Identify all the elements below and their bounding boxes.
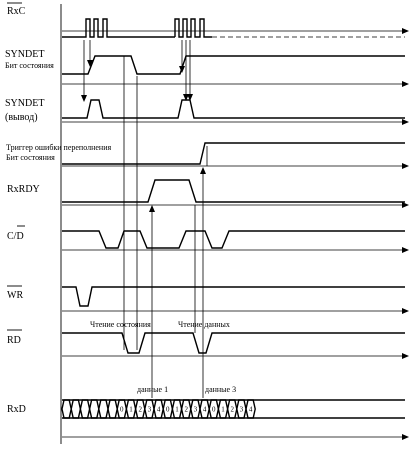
rxd-bit-cell	[79, 399, 91, 419]
cd-label: C/D	[7, 231, 24, 242]
syndet-status-sublabel: Бит состояния	[5, 61, 54, 70]
rd-waveform	[62, 332, 405, 354]
data3-note: данные 3	[205, 385, 236, 394]
rxd-bit-label: 1	[129, 406, 133, 414]
overrun-sublabel: Бит состояния	[6, 153, 55, 162]
wr-label: WR	[7, 290, 23, 301]
rxd-bit-cell	[70, 399, 82, 419]
rxrdy-waveform	[62, 179, 405, 203]
rxd-bit-label: 4	[157, 406, 161, 414]
signal-labels: RxC SYNDET Бит состояния SYNDET (вывод) …	[5, 2, 111, 415]
rxd-bit-cell	[88, 399, 100, 419]
rxd-bit-label: 4	[249, 406, 253, 414]
rxc-label: RxC	[7, 6, 26, 17]
rxc-pulses-left	[62, 18, 175, 38]
data1-note: данные 1	[137, 385, 168, 394]
overrun-waveform	[62, 142, 405, 165]
rxd-bit-cell	[107, 399, 118, 419]
rxd-bit-label: 3	[148, 406, 152, 414]
rxd-bit-label: 2	[138, 406, 142, 414]
rxd-bit-label: 0	[212, 406, 216, 414]
rxrdy-label: RxRDY	[7, 184, 40, 195]
baseline-guides	[62, 81, 409, 440]
overrun-label: Триггер ошибки переполнения	[6, 143, 111, 152]
rxd-bit-label: 1	[221, 406, 225, 414]
rxd-bit-label: 0	[120, 406, 124, 414]
rxd-bit-label: 3	[240, 406, 244, 414]
rxc-pulses-right	[174, 18, 212, 38]
syndet-status-waveform	[62, 55, 405, 75]
rxd-bit-label: 2	[230, 406, 234, 414]
rd-label: RD	[7, 335, 21, 346]
rxd-label: RxD	[7, 404, 26, 415]
syndet-pin-sublabel: (вывод)	[5, 112, 38, 123]
syndet-pin-label: SYNDET	[5, 98, 44, 109]
rxd-bit-label: 1	[175, 406, 179, 414]
rxd-bit-cell	[61, 399, 72, 419]
cd-waveform	[62, 230, 405, 249]
rxd-bit-label: 2	[184, 406, 188, 414]
status-read-note: Чтение состояния	[90, 320, 151, 329]
wr-waveform	[62, 286, 405, 307]
syndet-pin-waveform	[62, 99, 405, 119]
rxd-bit-label: 3	[194, 406, 198, 414]
rxd-bit-cell	[98, 399, 109, 419]
rxd-bit-label: 0	[166, 406, 170, 414]
syndet-status-label: SYNDET	[5, 49, 44, 60]
rxd-bit-cell	[245, 399, 256, 419]
rxc-waveform	[62, 18, 409, 38]
rxd-bit-label: 4	[203, 406, 207, 414]
data-read-note: Чтение данных	[178, 320, 230, 329]
causality-arrows	[81, 40, 208, 398]
